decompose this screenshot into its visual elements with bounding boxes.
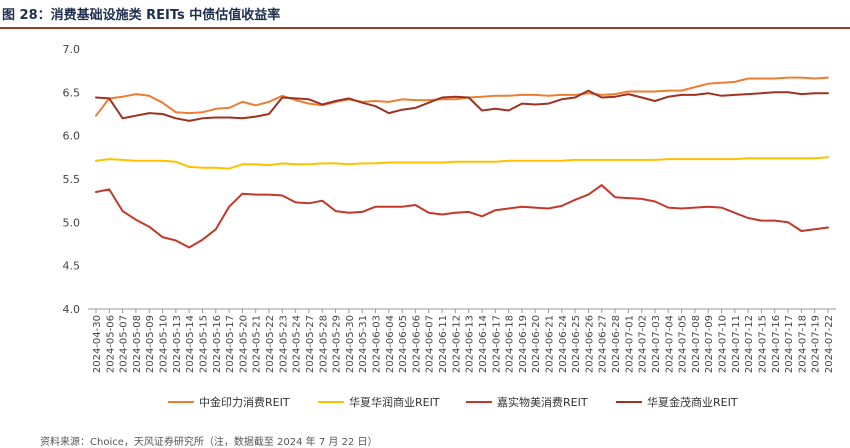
y-axis: 4.0 4.5 5.0 5.5 6.0 6.5 7.0 <box>63 43 81 316</box>
x-tick-label: 2024-07-17 <box>784 315 795 373</box>
x-tick-label: 2024-06-07 <box>425 315 436 373</box>
x-tick-label: 2024-05-28 <box>318 315 329 373</box>
x-tick-label: 2024-06-26 <box>584 315 595 373</box>
x-tick-label: 2024-07-22 <box>824 315 835 373</box>
x-tick-label: 2024-07-11 <box>731 315 742 373</box>
x-tick-label: 2024-05-15 <box>198 315 209 373</box>
x-tick-label: 2024-07-15 <box>757 315 768 373</box>
x-tick-label: 2024-07-02 <box>638 315 649 373</box>
y-tick-label: 4.5 <box>63 260 81 273</box>
x-tick-label: 2024-07-03 <box>651 315 662 373</box>
legend: 中金印力消费REIT 华夏华润商业REIT 嘉实物美消费REIT 华夏金茂商业REIT <box>168 395 738 409</box>
x-tick-label: 2024-06-17 <box>491 315 502 373</box>
y-tick-label: 7.0 <box>63 43 81 56</box>
x-tick-label: 2024-07-12 <box>744 315 755 373</box>
x-tick-label: 2024-05-22 <box>265 315 276 373</box>
y-tick-label: 5.5 <box>63 173 81 186</box>
x-tick-label: 2024-05-27 <box>305 315 316 373</box>
x-tick-label: 2024-06-06 <box>411 315 422 373</box>
x-tick-label: 2024-05-10 <box>159 315 170 373</box>
x-tick-label: 2024-06-14 <box>478 315 489 373</box>
x-tick-label: 2024-06-18 <box>505 315 516 373</box>
x-tick-label: 2024-07-09 <box>704 315 715 373</box>
source-note: 资料来源：Choice，天风证券研究所（注，数据截至 2024 年 7 月 22… <box>40 437 378 448</box>
x-tick-label: 2024-06-27 <box>598 315 609 373</box>
x-tick-label: 2024-06-28 <box>611 315 622 373</box>
x-tick-label: 2024-06-19 <box>518 315 529 373</box>
x-tick-label: 2024-07-10 <box>718 315 729 373</box>
series-line-1 <box>95 76 829 117</box>
x-tick-label: 2024-06-12 <box>451 315 462 373</box>
x-tick-label: 2024-05-14 <box>185 315 196 373</box>
x-tick-label: 2024-05-29 <box>332 315 343 373</box>
legend-label: 华夏华润商业REIT <box>349 395 440 409</box>
title-divider <box>0 27 850 29</box>
x-tick-label: 2024-05-06 <box>105 315 116 373</box>
x-tick-label: 2024-06-13 <box>465 315 476 373</box>
legend-label: 华夏金茂商业REIT <box>647 395 738 409</box>
line-chart: 4.04.55.05.56.06.57.0 2024-04-30 2024-05-… <box>63 43 836 409</box>
x-tick-label: 2024-05-07 <box>119 315 130 373</box>
x-tick-label: 2024-06-03 <box>371 315 382 373</box>
x-tick-label: 2024-07-01 <box>624 315 635 373</box>
x-tick-label: 2024-07-04 <box>664 315 675 373</box>
x-tick-label: 2024-07-19 <box>811 315 822 373</box>
x-tick-label: 2024-06-20 <box>531 315 542 373</box>
x-tick-label: 2024-05-31 <box>358 315 369 373</box>
series-line-3 <box>95 184 829 249</box>
legend-label: 嘉实物美消费REIT <box>497 395 588 409</box>
x-tick-label: 2024-07-05 <box>678 315 689 373</box>
x-tick-label: 2024-06-05 <box>398 315 409 373</box>
chart-title: 图 28：消费基础设施类 REITs 中债估值收益率 <box>2 8 281 23</box>
x-tick-label: 2024-05-23 <box>278 315 289 373</box>
x-tick-label: 2024-05-21 <box>252 315 263 373</box>
x-tick-label: 2024-05-13 <box>172 315 183 373</box>
y-tick-label: 5.0 <box>63 216 81 229</box>
series-lines <box>95 76 829 249</box>
y-tick-label: 6.0 <box>63 130 81 143</box>
x-tick-label: 2024-06-25 <box>571 315 582 373</box>
x-tick-label: 2024-05-09 <box>145 315 156 373</box>
x-tick-label: 2024-04-30 <box>92 315 103 373</box>
x-tick-label: 2024-06-11 <box>438 315 449 373</box>
y-tick-label: 4.0 <box>63 303 81 316</box>
x-tick-label: 2024-05-30 <box>345 315 356 373</box>
x-tick-label: 2024-06-04 <box>385 315 396 373</box>
x-tick-label: 2024-07-18 <box>797 315 808 373</box>
x-tick-label: 2024-07-16 <box>771 315 782 373</box>
x-tick-label: 2024-05-20 <box>238 315 249 373</box>
series-line-4 <box>95 89 829 122</box>
x-axis: 2024-04-30 2024-05-06 2024-05-07 2024-05-08… <box>88 308 836 373</box>
legend-label: 中金印力消费REIT <box>199 395 290 409</box>
y-tick-label: 6.5 <box>63 86 81 99</box>
x-tick-label: 2024-05-16 <box>212 315 223 373</box>
x-tick-label: 2024-05-24 <box>292 315 303 373</box>
x-tick-label: 2024-05-08 <box>132 315 143 373</box>
x-tick-label: 2024-06-21 <box>545 315 556 373</box>
series-line-2 <box>95 156 829 170</box>
x-tick-label: 2024-05-17 <box>225 315 236 373</box>
x-tick-label: 2024-06-24 <box>558 315 569 373</box>
x-tick-label: 2024-07-08 <box>691 315 702 373</box>
